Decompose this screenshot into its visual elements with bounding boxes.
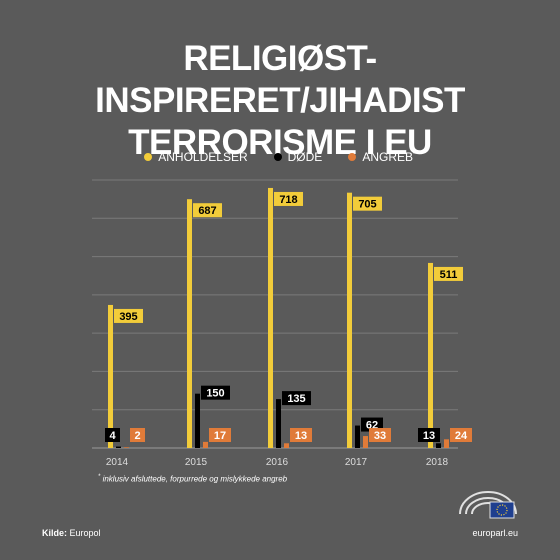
data-label-box-angreb	[450, 428, 472, 442]
data-label-box-doede	[282, 391, 311, 406]
legend-label-angreb: ANGREB*	[362, 150, 416, 164]
bar-doede	[116, 446, 121, 448]
x-tick-label: 2015	[185, 457, 208, 468]
bar-doede	[276, 399, 281, 448]
legend-label-doede: DØDE	[287, 150, 323, 164]
bar-angreb	[363, 436, 368, 448]
data-label-box-anholdelser	[434, 266, 463, 281]
legend-item-anholdelser: ANHOLDELSER	[144, 150, 248, 164]
source-credit: Kilde: Europol	[42, 528, 101, 538]
data-label-angreb: 2	[134, 430, 140, 442]
x-tick-label: 2018	[426, 457, 449, 468]
footnote: * inklusiv afsluttede, forpurrede og mis…	[98, 474, 288, 484]
bar-angreb	[124, 447, 129, 448]
bar-angreb	[284, 443, 289, 448]
data-label-doede: 150	[206, 388, 224, 400]
source-label: Kilde:	[42, 528, 68, 538]
data-label-box-doede	[418, 428, 440, 442]
legend-swatch-anholdelser	[144, 153, 153, 161]
data-label-angreb: 17	[214, 430, 226, 442]
bar-doede	[355, 425, 360, 448]
data-label-box-angreb	[130, 428, 145, 442]
x-tick-label: 2016	[266, 457, 289, 468]
data-label-box-angreb	[290, 428, 312, 442]
data-label-angreb: 24	[455, 430, 468, 442]
data-label-anholdelser: 705	[358, 199, 376, 211]
data-label-doede: 4	[109, 430, 116, 442]
legend-swatch-doede	[273, 153, 282, 161]
bar-anholdelser	[268, 187, 273, 448]
data-label-box-doede	[201, 385, 230, 400]
data-label-angreb: 33	[374, 430, 386, 442]
data-label-box-angreb	[209, 428, 231, 442]
data-label-box-anholdelser	[353, 196, 382, 211]
data-label-anholdelser: 511	[440, 269, 458, 281]
x-tick-label: 2017	[345, 457, 368, 468]
source-value: Europol	[69, 528, 101, 538]
data-label-box-anholdelser	[274, 191, 303, 206]
data-label-anholdelser: 687	[198, 205, 216, 217]
european-parliament-logo-icon	[459, 491, 517, 519]
data-label-doede: 13	[423, 430, 435, 442]
site-url: europarl.eu	[472, 528, 518, 538]
legend-item-angreb: ANGREB*	[348, 150, 416, 164]
data-label-box-anholdelser	[193, 203, 222, 218]
page-title: RELIGIØST-INSPIRERET/JIHADIST TERRORISME…	[0, 38, 560, 164]
title-line-1: RELIGIØST-INSPIRERET/JIHADIST	[95, 39, 465, 120]
bar-anholdelser	[347, 192, 352, 448]
bar-doede	[195, 393, 200, 448]
x-tick-label: 2014	[106, 457, 129, 468]
bar-angreb	[203, 441, 208, 448]
bar-angreb	[444, 439, 449, 448]
bar-anholdelser	[187, 199, 192, 448]
chart-legend: ANHOLDELSER DØDE ANGREB*	[0, 150, 560, 164]
legend-label-anholdelser: ANHOLDELSER	[158, 150, 248, 164]
data-label-anholdelser: 718	[279, 194, 297, 206]
footnote-text: inklusiv afsluttede, forpurrede og misly…	[102, 474, 288, 484]
data-label-angreb: 13	[295, 430, 307, 442]
legend-swatch-angreb	[348, 153, 357, 161]
bar-anholdelser	[108, 304, 113, 448]
bar-doede	[436, 443, 441, 448]
data-label-box-angreb	[369, 428, 391, 442]
data-label-box-anholdelser	[114, 308, 143, 323]
data-label-doede: 135	[287, 393, 305, 405]
legend-item-doede: DØDE	[273, 150, 323, 164]
bar-anholdelser	[428, 262, 433, 448]
data-label-box-doede	[105, 428, 120, 442]
data-label-anholdelser: 395	[119, 311, 137, 323]
